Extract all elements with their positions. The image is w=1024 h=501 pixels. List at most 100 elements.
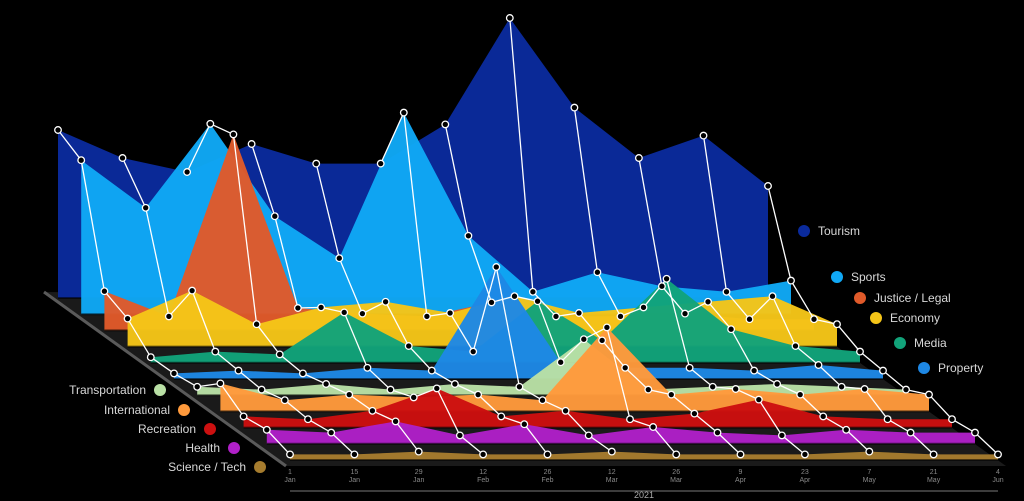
data-point xyxy=(164,312,173,321)
series-science-tech xyxy=(290,451,998,461)
data-point xyxy=(446,309,455,317)
data-point xyxy=(552,312,560,321)
data-point xyxy=(570,103,579,112)
data-point xyxy=(791,342,800,350)
data-point xyxy=(286,450,294,459)
data-point xyxy=(464,231,473,240)
data-point xyxy=(183,168,192,176)
data-point xyxy=(616,312,625,321)
data-point xyxy=(422,312,431,321)
data-point xyxy=(414,447,423,456)
data-point xyxy=(819,412,828,421)
year-label: 2021 xyxy=(634,490,654,500)
data-point xyxy=(455,431,464,440)
data-point xyxy=(193,382,202,391)
series-area xyxy=(104,134,814,331)
data-point xyxy=(257,385,266,394)
data-point xyxy=(543,450,552,459)
data-point xyxy=(731,385,740,393)
x-axis: 1 Jan 15 Jan 29 Jan 12 Feb 26 Feb 12 Mar 26 Mar 9 Apr 23… xyxy=(284,469,1003,500)
data-point xyxy=(538,396,547,405)
data-point xyxy=(699,131,708,140)
series-area xyxy=(243,388,953,428)
data-point xyxy=(469,347,478,356)
data-point xyxy=(170,369,178,378)
data-point xyxy=(727,325,736,334)
data-point xyxy=(479,450,488,459)
data-point xyxy=(657,282,666,291)
data-point xyxy=(146,353,155,362)
data-point xyxy=(77,156,86,165)
data-point xyxy=(777,431,786,440)
data-point xyxy=(842,425,851,434)
data-point xyxy=(247,140,256,148)
data-point xyxy=(340,308,349,317)
data-point xyxy=(293,304,302,312)
data-point xyxy=(335,254,344,263)
data-point xyxy=(736,450,745,459)
data-point xyxy=(312,159,321,168)
data-point xyxy=(409,393,418,402)
data-point xyxy=(275,350,284,359)
data-point xyxy=(722,287,731,296)
data-point xyxy=(929,450,938,459)
series-health xyxy=(266,421,975,445)
data-point xyxy=(363,363,372,372)
data-point xyxy=(602,323,611,332)
data-point xyxy=(787,276,795,285)
data-point xyxy=(497,412,506,421)
data-point xyxy=(579,335,588,344)
floor-edge xyxy=(43,290,287,468)
data-point xyxy=(141,203,150,212)
x-tick-label: 7 May xyxy=(863,469,877,484)
series-property xyxy=(174,267,883,380)
x-tick-label: 12 Mar xyxy=(606,469,619,484)
x-tick-label: 15 Jan xyxy=(349,469,360,484)
data-point xyxy=(118,154,127,162)
data-point xyxy=(879,366,887,375)
data-point xyxy=(399,108,408,117)
data-point xyxy=(662,274,671,283)
x-tick-label: 12 Feb xyxy=(477,469,489,484)
data-point xyxy=(368,406,377,415)
data-point xyxy=(690,409,699,418)
data-point xyxy=(391,417,400,426)
data-point xyxy=(764,182,772,190)
data-point xyxy=(304,415,312,424)
x-tick-label: 4 Jun xyxy=(992,469,1003,484)
x-tick-label: 26 Feb xyxy=(541,469,553,484)
data-point xyxy=(971,428,979,437)
data-point xyxy=(649,423,658,431)
data-point xyxy=(634,154,643,162)
data-point xyxy=(837,382,846,391)
data-point xyxy=(492,263,501,271)
data-point xyxy=(234,366,243,375)
series-area xyxy=(174,267,883,379)
data-point xyxy=(327,428,336,437)
data-point xyxy=(644,385,653,394)
data-point xyxy=(345,390,354,399)
data-point xyxy=(796,390,805,399)
data-point xyxy=(229,130,238,139)
data-point xyxy=(814,361,823,369)
data-point xyxy=(865,447,874,456)
x-tick-label: 23 Apr xyxy=(799,469,811,484)
data-point xyxy=(750,366,759,375)
data-point xyxy=(487,298,496,307)
x-tick-label: 29 Jan xyxy=(413,469,424,484)
data-point xyxy=(800,450,809,459)
data-point xyxy=(510,292,519,301)
data-point xyxy=(386,385,395,394)
data-point xyxy=(561,406,570,415)
data-point xyxy=(621,363,630,372)
data-point xyxy=(672,450,681,459)
data-point xyxy=(123,314,132,323)
data-point xyxy=(883,415,892,424)
data-point xyxy=(322,380,331,388)
data-point xyxy=(902,385,910,394)
series-area xyxy=(290,451,998,460)
data-point xyxy=(317,303,326,312)
x-tick-label: 1 Jan xyxy=(284,469,295,484)
data-point xyxy=(515,382,524,391)
data-point xyxy=(713,428,722,437)
